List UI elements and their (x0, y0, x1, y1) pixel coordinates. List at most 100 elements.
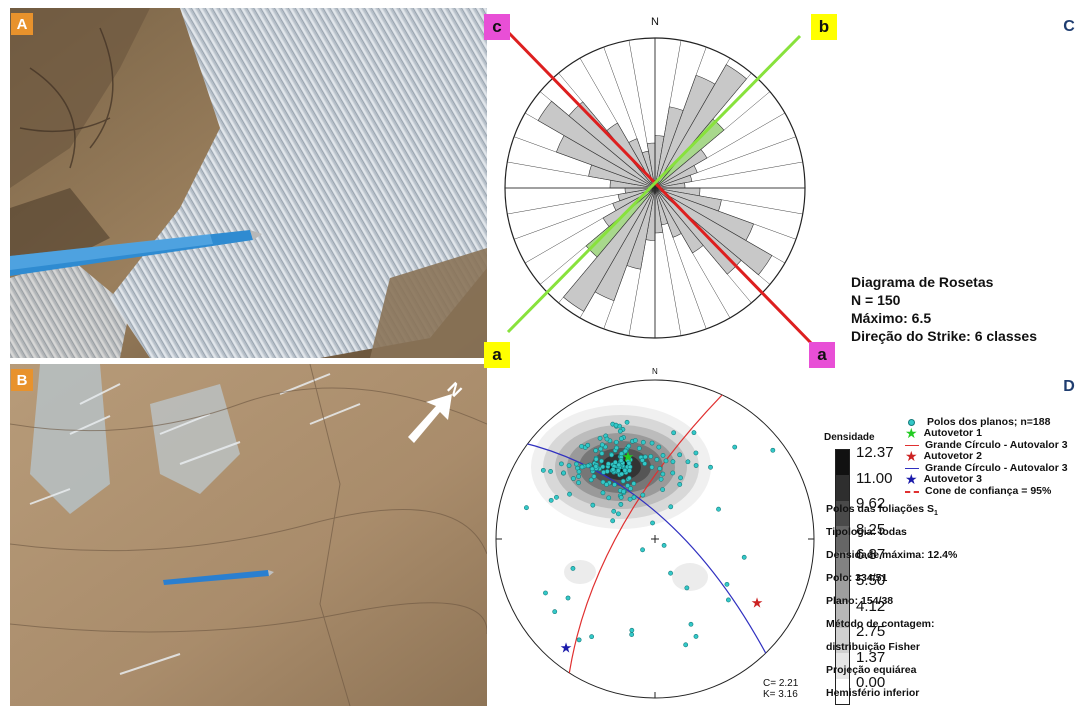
legend-eig2-text: Autovetor 2 (923, 450, 982, 462)
pole-point (640, 492, 646, 498)
rose-petal (654, 187, 742, 275)
pole-point (732, 444, 738, 450)
red-line-icon (905, 445, 919, 446)
pole-point (626, 475, 632, 481)
pole-point (688, 621, 694, 627)
rose-line-b (506, 34, 802, 334)
rose-ray (558, 187, 656, 304)
pole-point (622, 467, 628, 473)
pole-point (724, 581, 730, 587)
rose-petal (594, 187, 656, 302)
rose-ray (558, 72, 656, 189)
pole-point (632, 438, 638, 443)
stereonet: ★ ★ ★ (495, 379, 815, 699)
panel-b-label: B (11, 369, 33, 391)
pole-point (650, 520, 655, 526)
pole-point (548, 497, 554, 503)
pole-point (600, 464, 606, 470)
pole-point (554, 494, 559, 500)
panel-a-photo (10, 8, 487, 358)
rose-petal (654, 74, 716, 189)
density-title: Densidade (824, 432, 875, 443)
pole-point (649, 440, 655, 446)
pole-point (573, 461, 579, 467)
rose-petal (654, 187, 664, 234)
pole-point (613, 439, 619, 445)
great-circle-red (567, 380, 746, 683)
density-contour (672, 563, 708, 591)
rose-petal (628, 138, 656, 189)
density-scale-label: 5.50 (856, 572, 886, 589)
pole-point (593, 448, 599, 453)
pole-point (591, 474, 597, 479)
eigenvector-1-star: ★ (622, 449, 635, 465)
density-scale-label: 1.37 (856, 648, 886, 666)
pole-point (660, 452, 666, 458)
rose-ray (507, 187, 656, 215)
pole-point (629, 627, 635, 633)
rose-ray (628, 40, 656, 189)
rose-label-bottom-left: a (484, 342, 510, 368)
pole-point (558, 461, 564, 467)
pole-point (604, 469, 610, 474)
pole-point (590, 502, 596, 508)
pole-point (626, 443, 632, 449)
pole-point (670, 470, 676, 476)
rose-petal (654, 149, 708, 189)
legend-eig3-text: Autovetor 3 (923, 473, 982, 485)
pole-point (599, 458, 604, 464)
density-scale-label: 0.00 (856, 674, 886, 692)
pole-point (636, 445, 642, 451)
rose-north-label: N (651, 16, 659, 28)
rose-info: Diagrama de Rosetas N = 150 Máximo: 6.5 … (851, 273, 1037, 345)
rose-petal (654, 187, 669, 226)
rose-petal (612, 187, 656, 211)
pole-point (599, 442, 605, 448)
rose-petal (562, 187, 656, 312)
pole-point (618, 436, 624, 442)
pole-point (640, 439, 646, 445)
pole-point (626, 454, 632, 460)
pole-point (683, 642, 689, 648)
pole-point (670, 459, 676, 465)
stat-max-density: Densidade máxima: 12.4% (826, 549, 958, 561)
density-colorbar (835, 449, 850, 705)
stat-foliation-sub: 1 (933, 510, 938, 518)
pole-point (593, 463, 599, 469)
rose-petal (645, 187, 656, 241)
stereonet-north-label: N (652, 367, 658, 376)
panel-b-photo (10, 364, 487, 706)
rose-petal (555, 135, 656, 189)
rose-count: N = 150 (851, 292, 901, 308)
pole-point (604, 482, 609, 487)
rose-ray (654, 187, 752, 304)
rose-ray (513, 136, 656, 189)
rose-ray (579, 57, 656, 189)
rose-ray (654, 40, 682, 189)
green-star-icon: ★ (905, 425, 918, 441)
stat-hemisphere: Hemisfério inferior (826, 687, 920, 699)
stat-typology: Tipologia: todas (826, 526, 907, 538)
legend-poles: Polos dos planos; n=188 (905, 417, 1050, 428)
density-contour (564, 560, 596, 584)
north-arrow-icon (408, 394, 452, 443)
dashed-line-icon (905, 490, 919, 493)
pole-point (708, 464, 713, 470)
red-star-icon: ★ (905, 448, 918, 464)
pole-point (543, 590, 548, 596)
rose-ray (603, 46, 656, 189)
pole-point (611, 508, 617, 514)
rose-ray (654, 46, 707, 189)
pole-point (566, 463, 572, 469)
pole-point (619, 471, 625, 477)
pole-point (552, 609, 558, 615)
pole-point (616, 511, 621, 517)
pole-point (600, 479, 606, 485)
legend-cone-text: Cone de confiança = 95% (925, 485, 1052, 497)
rose-petal (654, 187, 704, 254)
rose-ray (628, 187, 656, 336)
pole-point (585, 442, 591, 448)
pole-point (693, 450, 699, 456)
pole-point (668, 504, 674, 510)
density-scale-label: 12.37 (856, 444, 894, 461)
